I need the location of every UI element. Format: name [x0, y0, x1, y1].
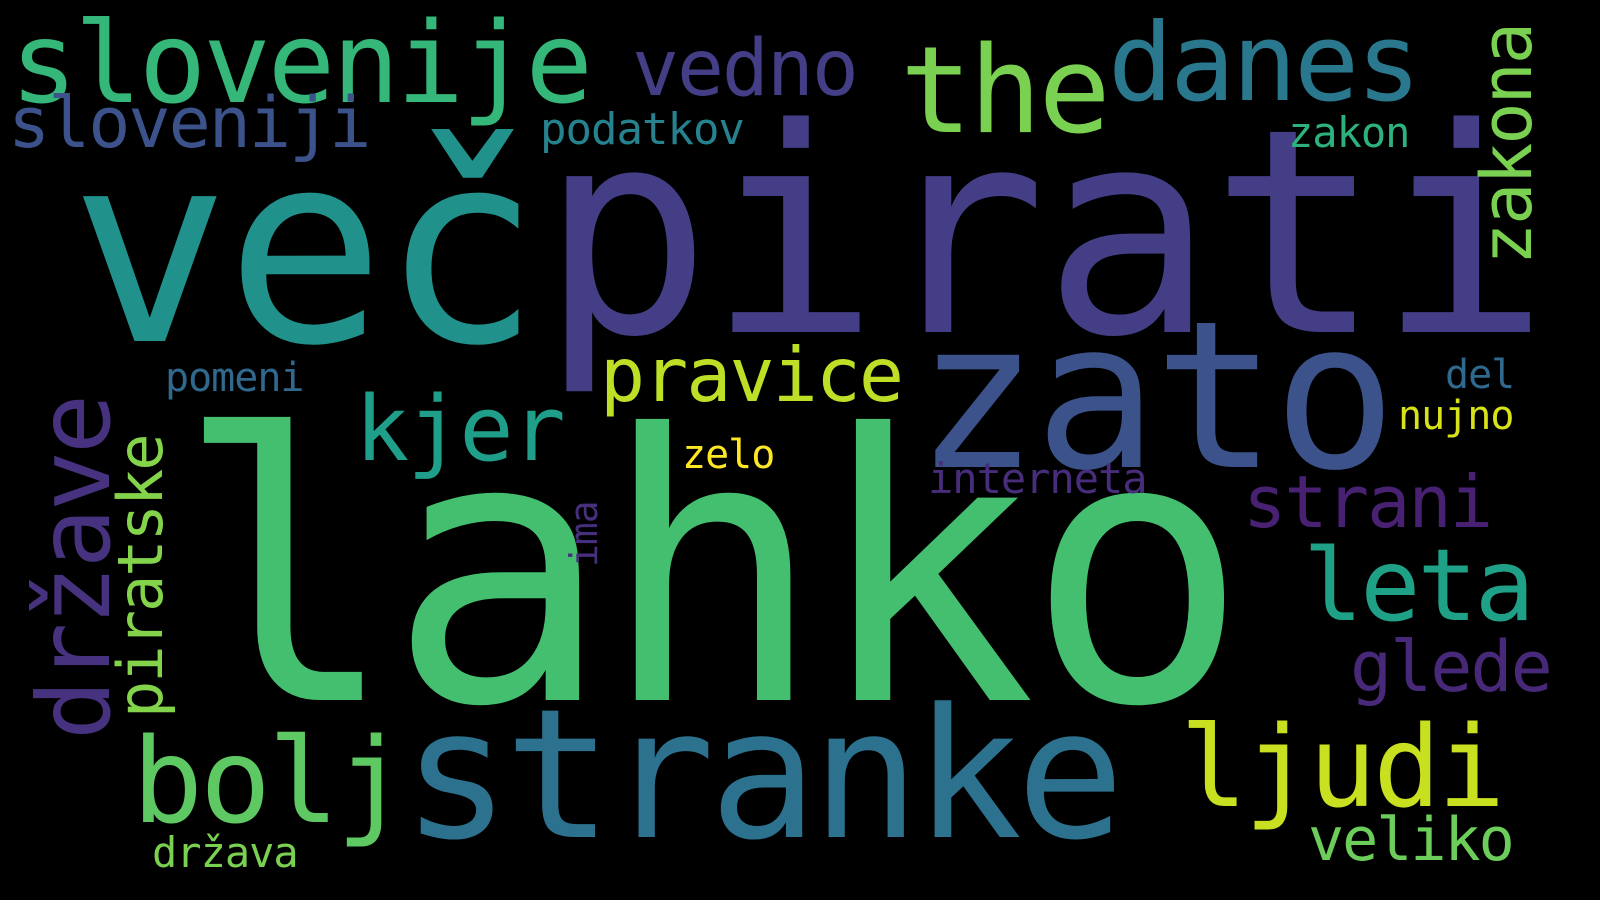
word-piratske: piratske — [104, 435, 177, 718]
word-glede: glede — [1350, 626, 1553, 708]
word-del: del — [1445, 352, 1515, 398]
word-vedno: vedno — [632, 24, 859, 114]
word-zakona: zakona — [1466, 24, 1548, 265]
word-pravice: pravice — [600, 331, 904, 419]
word-ljudi: ljudi — [1180, 703, 1505, 833]
word-podatkov: podatkov — [540, 104, 745, 155]
word-stranke: stranke — [402, 671, 1125, 880]
word-ima: ima — [562, 501, 606, 567]
word-pomeni: pomeni — [165, 355, 304, 401]
word-vec: več — [70, 96, 541, 404]
word-pirati: pirati — [540, 68, 1550, 400]
word-drzava: država — [152, 828, 299, 877]
word-veliko: veliko — [1308, 805, 1515, 875]
word-danes: danes — [1108, 1, 1421, 126]
word-zakon: zakon — [1288, 108, 1410, 157]
word-zelo: zelo — [682, 432, 775, 478]
word-interneta: interneta — [928, 454, 1148, 503]
word-leta: leta — [1303, 527, 1535, 644]
word-the: the — [900, 22, 1111, 161]
word-nujno: nujno — [1398, 393, 1514, 439]
word-bolj: bolj — [132, 712, 407, 850]
word-lahko: lahko — [175, 358, 1249, 788]
word-zato: zato — [915, 278, 1397, 516]
word-strani: strani — [1243, 460, 1493, 544]
word-sloveniji: sloveniji — [8, 82, 371, 164]
word-kjer: kjer — [355, 377, 566, 482]
word-slovenije: slovenije — [10, 0, 593, 129]
